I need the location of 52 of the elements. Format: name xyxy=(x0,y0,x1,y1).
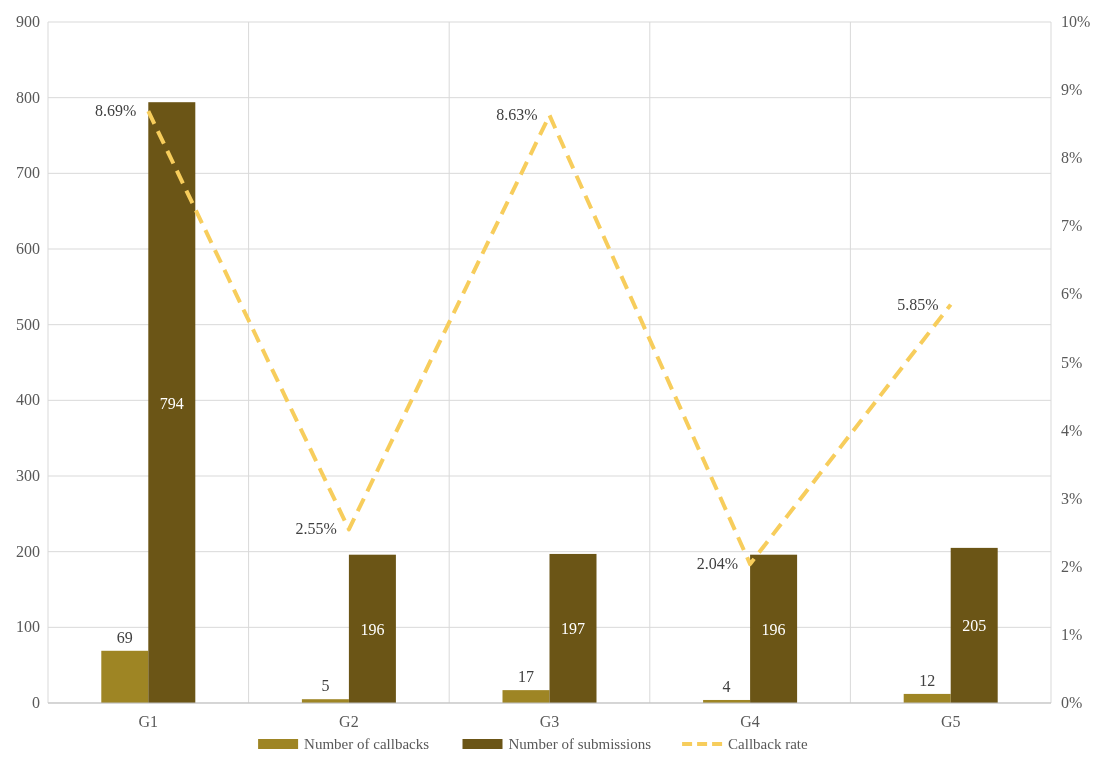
data-label: 5 xyxy=(321,677,330,695)
y2-tick-label: 9% xyxy=(1061,81,1083,99)
y-tick-label: 400 xyxy=(16,391,40,409)
y2-tick-label: 2% xyxy=(1061,557,1083,575)
y2-tick-label: 0% xyxy=(1061,694,1083,711)
y2-tick-label: 10% xyxy=(1061,13,1091,30)
y2-tick-label: 7% xyxy=(1061,217,1083,235)
x-tick-label: G4 xyxy=(740,713,760,730)
bar xyxy=(549,553,597,703)
data-label: 17 xyxy=(518,668,534,686)
bar xyxy=(101,650,149,703)
bar xyxy=(750,554,798,703)
data-label: 2.04% xyxy=(696,555,739,573)
data-label: 197 xyxy=(561,620,585,638)
data-label: 196 xyxy=(761,620,786,638)
bar xyxy=(148,102,196,703)
y2-tick-label: 3% xyxy=(1061,489,1083,507)
data-label: 5.85% xyxy=(897,295,939,313)
y-tick-label: 500 xyxy=(16,315,40,333)
x-tick-label: G1 xyxy=(138,713,159,730)
y2-tick-label: 4% xyxy=(1061,421,1083,439)
data-label: 196 xyxy=(360,620,385,638)
legend-label: Callback rate xyxy=(728,736,808,752)
y2-tick-label: 5% xyxy=(1061,353,1083,371)
y2-tick-label: 8% xyxy=(1061,149,1083,167)
x-tick-label: G3 xyxy=(539,713,560,730)
y-tick-label: 800 xyxy=(16,88,40,106)
y2-tick-label: 6% xyxy=(1061,285,1083,303)
data-label: 4 xyxy=(722,677,731,695)
y-tick-label: 900 xyxy=(16,13,40,30)
x-tick-label: G2 xyxy=(339,713,359,730)
y-tick-label: 600 xyxy=(16,240,40,257)
y-tick-label: 100 xyxy=(16,618,40,636)
bar xyxy=(502,690,550,703)
x-tick-label: G5 xyxy=(940,713,961,730)
data-label: 205 xyxy=(962,617,987,635)
bar xyxy=(950,547,998,703)
data-label: 8.63% xyxy=(496,106,538,124)
data-label: 69 xyxy=(116,628,133,646)
y-tick-label: 0 xyxy=(32,694,40,711)
data-label: 8.69% xyxy=(94,102,137,120)
data-label: 12 xyxy=(919,671,936,689)
y2-tick-label: 1% xyxy=(1061,625,1083,643)
legend-label: Number of callbacks xyxy=(304,736,430,752)
bar xyxy=(348,554,396,703)
y-tick-label: 700 xyxy=(16,164,40,182)
y-tick-label: 200 xyxy=(16,542,40,560)
legend-label: Number of submissions xyxy=(508,736,652,752)
line-series xyxy=(146,109,953,567)
y-tick-label: 300 xyxy=(16,467,40,484)
data-label: 794 xyxy=(159,394,184,412)
data-label: 2.55% xyxy=(295,520,337,538)
